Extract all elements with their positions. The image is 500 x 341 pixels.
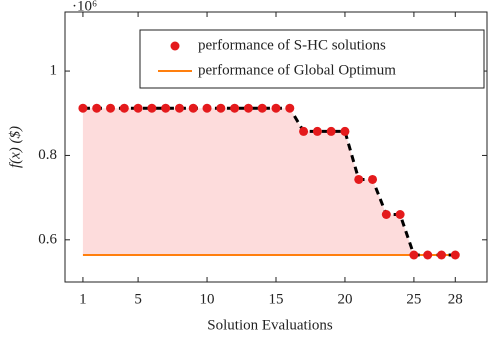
solution-point — [285, 103, 295, 113]
solution-point — [450, 250, 460, 260]
legend-marker — [170, 41, 180, 51]
x-tick-label: 20 — [337, 291, 352, 307]
y-tick-label: 0.8 — [38, 147, 57, 163]
solution-point — [119, 103, 129, 113]
x-tick-label: 15 — [269, 291, 284, 307]
solution-point — [161, 103, 171, 113]
solution-point — [106, 103, 116, 113]
solution-point — [92, 103, 102, 113]
solution-point — [326, 126, 336, 136]
legend-label: performance of Global Optimum — [198, 62, 396, 78]
solution-point — [340, 126, 350, 136]
solution-point — [202, 103, 212, 113]
solution-point — [395, 210, 405, 219]
solution-point — [230, 103, 240, 113]
solution-point — [312, 126, 322, 136]
solution-point — [216, 103, 226, 113]
solution-point — [243, 103, 253, 113]
x-tick-label: 28 — [448, 291, 463, 307]
y-axis-label: f(x) ($) — [7, 126, 23, 168]
solution-point — [368, 174, 378, 184]
solution-point — [271, 103, 281, 113]
y-tick-label: 1 — [50, 63, 58, 79]
solution-point — [423, 250, 433, 260]
solution-point — [133, 103, 143, 113]
solution-point — [299, 126, 309, 136]
solution-point — [147, 103, 157, 113]
x-axis-label: Solution Evaluations — [207, 317, 333, 333]
plot-frame — [64, 11, 488, 283]
x-tick-label: 1 — [79, 291, 87, 307]
solution-connector — [82, 106, 456, 257]
solution-point — [354, 174, 364, 184]
legend-box — [139, 29, 485, 89]
x-tick-label: 25 — [406, 291, 421, 307]
solution-point — [436, 250, 446, 260]
solution-point — [381, 210, 391, 219]
solution-point — [257, 103, 267, 113]
y-tick-label: 0.6 — [38, 231, 57, 247]
y-multiplier: ·10⁶ — [72, 0, 97, 14]
legend-label: performance of S-HC solutions — [198, 37, 386, 53]
x-tick-label: 10 — [200, 291, 215, 307]
x-tick-label: 5 — [134, 291, 142, 307]
solution-point — [78, 103, 88, 113]
solution-point — [174, 103, 184, 113]
solution-point — [409, 250, 419, 260]
shaded-gap — [82, 108, 456, 255]
solution-point — [188, 103, 198, 113]
